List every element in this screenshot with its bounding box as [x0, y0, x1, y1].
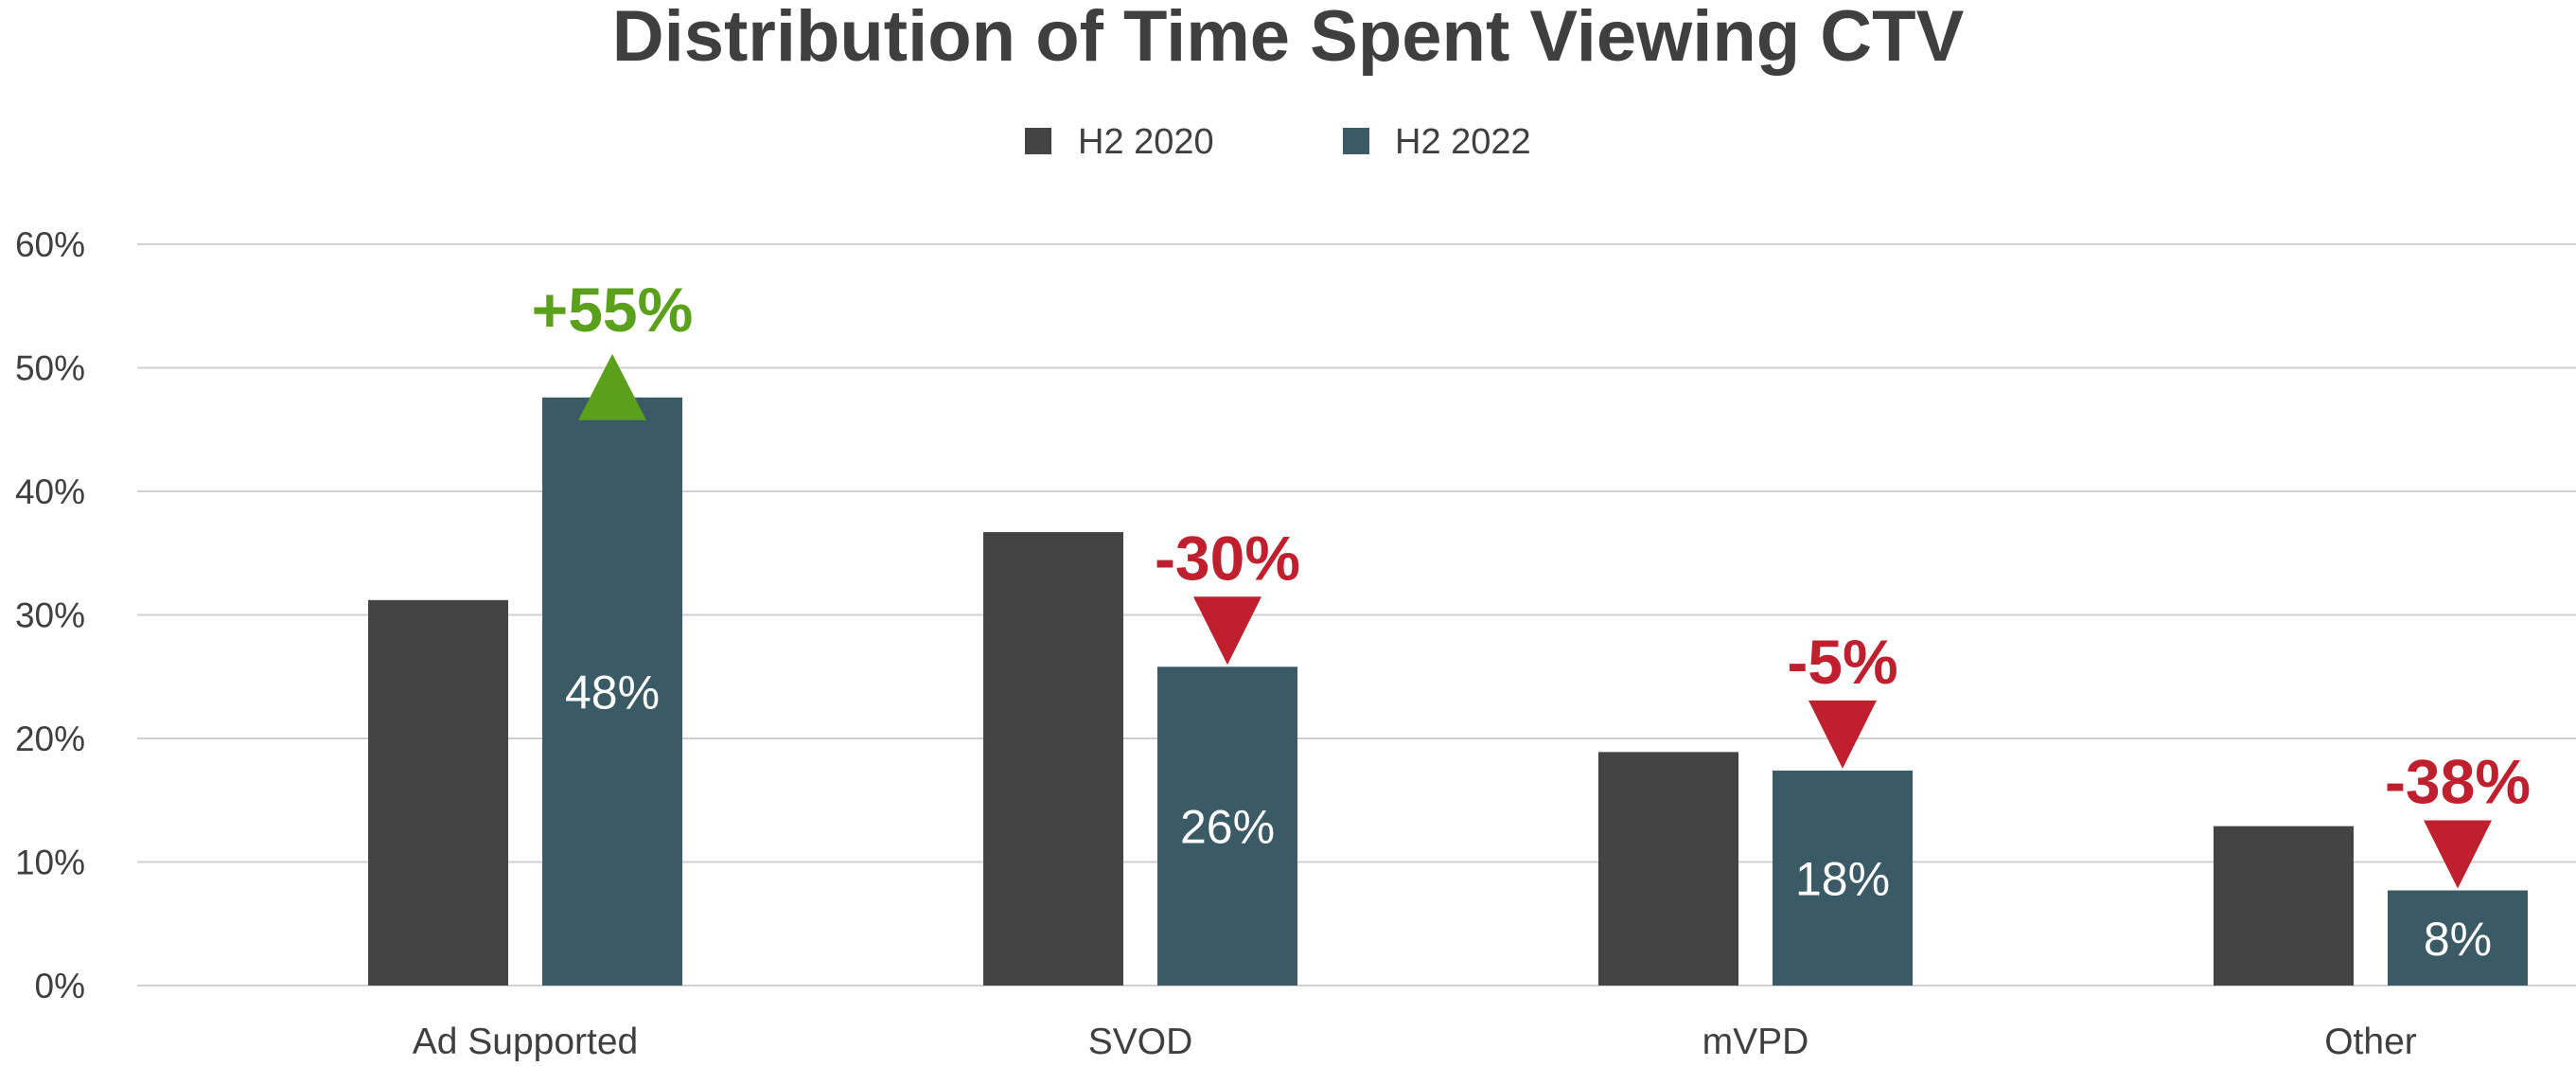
legend: H2 2020 H2 2022	[1025, 122, 1531, 162]
change-annotations: +55% -30% -5% -38%	[532, 275, 2531, 889]
data-label: 18%	[1795, 852, 1890, 905]
legend-entry-h2-2020: H2 2020	[1025, 122, 1214, 162]
category-label: Other	[2324, 1022, 2417, 1062]
y-tick-label: 60%	[15, 225, 85, 264]
y-tick-label: 40%	[15, 472, 85, 511]
legend-swatch-h2-2020	[1025, 128, 1051, 154]
change-label: -30%	[1155, 523, 1300, 593]
bar-h2-2022	[542, 397, 682, 986]
up-arrow-icon	[578, 353, 646, 420]
legend-swatch-h2-2022	[1343, 128, 1369, 154]
data-label: 8%	[2424, 913, 2492, 966]
y-tick-label: 10%	[15, 844, 85, 882]
down-arrow-icon	[1193, 596, 1262, 666]
change-label: +55%	[532, 275, 694, 345]
change-label: -38%	[2385, 747, 2531, 817]
x-axis: Ad Supported SVOD mVPD Other	[413, 1022, 2417, 1062]
down-arrow-icon	[2424, 820, 2492, 889]
bar-h2-2020	[983, 532, 1123, 986]
legend-entry-h2-2022: H2 2022	[1343, 122, 1531, 162]
bar-h2-2022	[1773, 770, 1913, 986]
down-arrow-icon	[1808, 700, 1877, 769]
bar-h2-2020	[2214, 826, 2354, 986]
category-label: mVPD	[1703, 1022, 1809, 1062]
bar-h2-2020	[1598, 752, 1738, 986]
legend-label-h2-2020: H2 2020	[1078, 122, 1214, 162]
change-label: -5%	[1787, 627, 1897, 697]
data-label: 26%	[1180, 801, 1275, 854]
bars: 48% 26% 18% 8%	[368, 397, 2528, 986]
category-label: SVOD	[1088, 1022, 1193, 1062]
y-tick-label: 30%	[15, 596, 85, 635]
bar-h2-2022	[1157, 666, 1297, 986]
bar-h2-2020	[368, 599, 508, 986]
legend-label-h2-2022: H2 2022	[1395, 122, 1531, 162]
y-tick-label: 20%	[15, 720, 85, 758]
y-axis: 0% 10% 20% 30% 40% 50% 60%	[15, 225, 85, 1005]
data-label: 48%	[565, 666, 660, 719]
y-tick-label: 50%	[15, 349, 85, 388]
y-tick-label: 0%	[35, 967, 85, 1005]
category-label: Ad Supported	[413, 1022, 639, 1062]
chart-title: Distribution of Time Spent Viewing CTV	[612, 0, 1965, 77]
bar-h2-2022	[2388, 890, 2528, 986]
